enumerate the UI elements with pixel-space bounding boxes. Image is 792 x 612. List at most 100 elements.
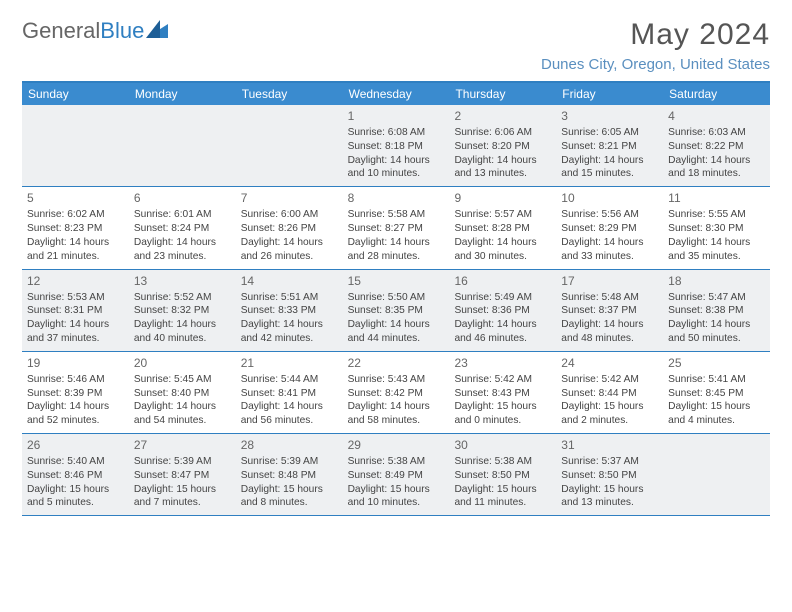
day-info: and 26 minutes. [241, 250, 338, 264]
calendar-cell: 29Sunrise: 5:38 AMSunset: 8:49 PMDayligh… [343, 434, 450, 515]
day-number: 31 [561, 437, 658, 453]
day-header: Monday [129, 83, 236, 105]
day-info: Sunset: 8:47 PM [134, 469, 231, 483]
day-number: 25 [668, 355, 765, 371]
day-info: Sunset: 8:50 PM [454, 469, 551, 483]
day-info: Sunrise: 5:40 AM [27, 455, 124, 469]
day-info: Sunset: 8:46 PM [27, 469, 124, 483]
calendar-cell: 12Sunrise: 5:53 AMSunset: 8:31 PMDayligh… [22, 270, 129, 351]
day-info: Sunrise: 5:41 AM [668, 373, 765, 387]
day-number: 14 [241, 273, 338, 289]
day-info: Sunrise: 5:57 AM [454, 208, 551, 222]
day-header: Saturday [663, 83, 770, 105]
day-info: Sunset: 8:31 PM [27, 304, 124, 318]
header: GeneralBlue May 2024 Dunes City, Oregon,… [22, 18, 770, 73]
day-info: and 5 minutes. [27, 496, 124, 510]
calendar-cell: 27Sunrise: 5:39 AMSunset: 8:47 PMDayligh… [129, 434, 236, 515]
day-info: and 52 minutes. [27, 414, 124, 428]
calendar-cell: 15Sunrise: 5:50 AMSunset: 8:35 PMDayligh… [343, 270, 450, 351]
day-info: Sunset: 8:20 PM [454, 140, 551, 154]
day-header-row: SundayMondayTuesdayWednesdayThursdayFrid… [22, 83, 770, 105]
day-info: Sunset: 8:38 PM [668, 304, 765, 318]
day-info: Daylight: 15 hours [454, 400, 551, 414]
day-info: Sunrise: 6:03 AM [668, 126, 765, 140]
day-number: 2 [454, 108, 551, 124]
day-number: 15 [348, 273, 445, 289]
day-info: Sunset: 8:18 PM [348, 140, 445, 154]
day-info: Sunrise: 5:53 AM [27, 291, 124, 305]
calendar-cell: 2Sunrise: 6:06 AMSunset: 8:20 PMDaylight… [449, 105, 556, 186]
day-info: Sunset: 8:23 PM [27, 222, 124, 236]
day-info: Daylight: 15 hours [241, 483, 338, 497]
day-info: Daylight: 14 hours [668, 318, 765, 332]
day-number: 3 [561, 108, 658, 124]
day-info: Sunrise: 5:42 AM [561, 373, 658, 387]
day-info: and 0 minutes. [454, 414, 551, 428]
day-info: Sunset: 8:41 PM [241, 387, 338, 401]
day-info: and 10 minutes. [348, 167, 445, 181]
day-info: Daylight: 14 hours [561, 318, 658, 332]
logo-text-2: Blue [100, 18, 144, 44]
calendar-week: 19Sunrise: 5:46 AMSunset: 8:39 PMDayligh… [22, 352, 770, 434]
day-info: Daylight: 14 hours [561, 236, 658, 250]
location-text: Dunes City, Oregon, United States [541, 56, 770, 73]
day-number: 11 [668, 190, 765, 206]
calendar-week: 1Sunrise: 6:08 AMSunset: 8:18 PMDaylight… [22, 105, 770, 187]
day-number: 29 [348, 437, 445, 453]
day-number: 1 [348, 108, 445, 124]
day-info: Sunrise: 5:45 AM [134, 373, 231, 387]
day-info: Sunrise: 6:08 AM [348, 126, 445, 140]
day-info: Daylight: 14 hours [348, 154, 445, 168]
day-number: 28 [241, 437, 338, 453]
calendar-cell: 21Sunrise: 5:44 AMSunset: 8:41 PMDayligh… [236, 352, 343, 433]
day-info: and 18 minutes. [668, 167, 765, 181]
day-info: Sunset: 8:50 PM [561, 469, 658, 483]
day-info: Sunset: 8:26 PM [241, 222, 338, 236]
calendar-cell: 17Sunrise: 5:48 AMSunset: 8:37 PMDayligh… [556, 270, 663, 351]
calendar-cell [22, 105, 129, 186]
day-info: and 48 minutes. [561, 332, 658, 346]
calendar-cell: 28 Sunrise: 5:39 AMSunset: 8:48 PMDayligh… [236, 434, 343, 515]
calendar-cell: 31Sunrise: 5:37 AMSunset: 8:50 PMDayligh… [556, 434, 663, 515]
calendar-cell: 8Sunrise: 5:58 AMSunset: 8:27 PMDaylight… [343, 187, 450, 268]
day-number: 21 [241, 355, 338, 371]
day-info: Sunset: 8:37 PM [561, 304, 658, 318]
day-info: Sunset: 8:33 PM [241, 304, 338, 318]
day-info: Daylight: 14 hours [348, 236, 445, 250]
day-info: and 7 minutes. [134, 496, 231, 510]
day-info: Daylight: 15 hours [668, 400, 765, 414]
day-info: and 30 minutes. [454, 250, 551, 264]
calendar-cell: 22Sunrise: 5:43 AMSunset: 8:42 PMDayligh… [343, 352, 450, 433]
day-info: Sunset: 8:30 PM [668, 222, 765, 236]
day-info: Daylight: 14 hours [454, 154, 551, 168]
day-info: Sunset: 8:24 PM [134, 222, 231, 236]
calendar-cell: 23Sunrise: 5:42 AMSunset: 8:43 PMDayligh… [449, 352, 556, 433]
day-number: 16 [454, 273, 551, 289]
day-info: Sunset: 8:45 PM [668, 387, 765, 401]
day-info: Daylight: 14 hours [454, 318, 551, 332]
day-info: and 8 minutes. [241, 496, 338, 510]
day-info: Sunset: 8:48 PM [241, 469, 338, 483]
day-info: Sunrise: 5:39 AM [241, 455, 338, 469]
day-number: 12 [27, 273, 124, 289]
calendar-cell: 1 Sunrise: 6:08 AMSunset: 8:18 PMDaylight… [343, 105, 450, 186]
day-info: and 50 minutes. [668, 332, 765, 346]
day-info: Sunset: 8:22 PM [668, 140, 765, 154]
day-info: Sunrise: 5:47 AM [668, 291, 765, 305]
day-info: Sunset: 8:29 PM [561, 222, 658, 236]
day-info: and 58 minutes. [348, 414, 445, 428]
day-number: 27 [134, 437, 231, 453]
day-info: Daylight: 15 hours [27, 483, 124, 497]
day-info: Sunset: 8:49 PM [348, 469, 445, 483]
day-info: Sunrise: 5:55 AM [668, 208, 765, 222]
day-info: Sunrise: 6:02 AM [27, 208, 124, 222]
day-info: Sunset: 8:40 PM [134, 387, 231, 401]
day-info: Sunset: 8:36 PM [454, 304, 551, 318]
day-info: Sunrise: 5:52 AM [134, 291, 231, 305]
calendar-cell: 5Sunrise: 6:02 AMSunset: 8:23 PMDaylight… [22, 187, 129, 268]
day-info: and 46 minutes. [454, 332, 551, 346]
calendar-cell: 20Sunrise: 5:45 AMSunset: 8:40 PMDayligh… [129, 352, 236, 433]
calendar-week: 12 Sunrise: 5:53 AMSunset: 8:31 PM Dayligh… [22, 270, 770, 352]
day-info: Sunset: 8:32 PM [134, 304, 231, 318]
day-header: Tuesday [236, 83, 343, 105]
